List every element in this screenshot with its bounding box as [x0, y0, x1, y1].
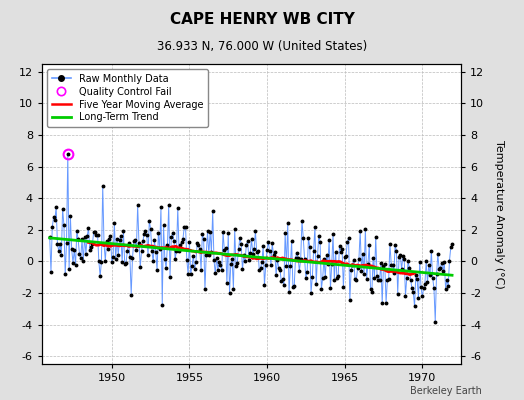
Legend: Raw Monthly Data, Quality Control Fail, Five Year Moving Average, Long-Term Tren: Raw Monthly Data, Quality Control Fail, …: [47, 69, 208, 127]
Text: 36.933 N, 76.000 W (United States): 36.933 N, 76.000 W (United States): [157, 40, 367, 53]
Y-axis label: Temperature Anomaly (°C): Temperature Anomaly (°C): [494, 140, 504, 288]
Text: CAPE HENRY WB CITY: CAPE HENRY WB CITY: [170, 12, 354, 27]
Text: Berkeley Earth: Berkeley Earth: [410, 386, 482, 396]
